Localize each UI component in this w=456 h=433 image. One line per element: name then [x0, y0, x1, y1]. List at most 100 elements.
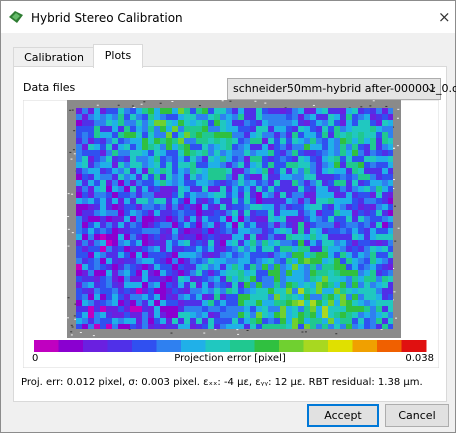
speckle — [70, 159, 72, 160]
heatmap-cell — [160, 198, 166, 204]
heatmap-cell — [280, 108, 286, 114]
heatmap-cell — [256, 144, 262, 150]
heatmap-cell — [256, 306, 262, 312]
heatmap-cell — [358, 270, 364, 276]
colorbar-segment — [279, 340, 304, 352]
heatmap-cell — [274, 210, 280, 216]
heatmap-cell — [310, 204, 316, 210]
heatmap-cell — [106, 312, 112, 318]
heatmap-cell — [208, 198, 214, 204]
heatmap-cell — [196, 294, 202, 300]
heatmap-cell — [214, 246, 220, 252]
heatmap-cell — [370, 192, 376, 198]
heatmap-cell — [124, 216, 130, 222]
heatmap-cell — [244, 126, 250, 132]
heatmap-cell — [358, 216, 364, 222]
heatmap-cell — [124, 144, 130, 150]
cancel-button[interactable]: Cancel — [385, 404, 449, 427]
heatmap-cell — [364, 294, 370, 300]
heatmap-cell — [112, 174, 118, 180]
heatmap-cell — [100, 252, 106, 258]
speckle — [73, 149, 75, 150]
heatmap-cell — [358, 192, 364, 198]
heatmap-cell — [244, 312, 250, 318]
heatmap-cell — [382, 156, 388, 162]
heatmap-cell — [106, 276, 112, 282]
heatmap-cell — [232, 264, 238, 270]
heatmap-cell — [316, 312, 322, 318]
heatmap-cell — [328, 300, 334, 306]
heatmap-cell — [232, 324, 238, 329]
heatmap-cell — [316, 270, 322, 276]
accept-button[interactable]: Accept — [307, 404, 379, 427]
heatmap-cell — [100, 222, 106, 228]
heatmap-cell — [364, 306, 370, 312]
heatmap-cell — [382, 318, 388, 324]
heatmap-cell — [100, 108, 106, 114]
heatmap-cell — [352, 252, 358, 258]
heatmap-cell — [238, 174, 244, 180]
heatmap-cell — [334, 270, 340, 276]
heatmap-cell — [382, 126, 388, 132]
heatmap-cell — [388, 150, 393, 156]
heatmap-cell — [292, 192, 298, 198]
heatmap-cell — [238, 204, 244, 210]
heatmap-cell — [292, 318, 298, 324]
speckle — [254, 101, 256, 102]
heatmap-cell — [346, 318, 352, 324]
heatmap-cell — [256, 126, 262, 132]
heatmap-cell — [280, 222, 286, 228]
heatmap-cell — [88, 132, 94, 138]
heatmap-cell — [232, 168, 238, 174]
colorbar-segment — [132, 340, 157, 352]
heatmap-cell — [76, 150, 82, 156]
heatmap-cell — [136, 288, 142, 294]
heatmap-cell — [106, 252, 112, 258]
heatmap-cell — [112, 312, 118, 318]
heatmap-cell — [82, 300, 88, 306]
heatmap-cell — [172, 258, 178, 264]
heatmap-cell — [280, 168, 286, 174]
heatmap-cell — [268, 288, 274, 294]
heatmap-cell — [214, 150, 220, 156]
heatmap-cell — [106, 174, 112, 180]
heatmap-cell — [274, 228, 280, 234]
heatmap-cell — [328, 246, 334, 252]
heatmap-cell — [226, 264, 232, 270]
heatmap-cell — [304, 324, 310, 329]
heatmap-cell — [184, 108, 190, 114]
heatmap-cell — [94, 288, 100, 294]
heatmap-cell — [298, 276, 304, 282]
heatmap-cell — [376, 264, 382, 270]
heatmap-cell — [376, 192, 382, 198]
heatmap-cell — [280, 204, 286, 210]
data-files-dropdown[interactable]: schneider50mm-hybrid after-000001_0.out — [227, 78, 441, 100]
heatmap-cell — [244, 120, 250, 126]
heatmap-cell — [94, 174, 100, 180]
heatmap-cell — [196, 174, 202, 180]
heatmap-cell — [334, 156, 340, 162]
heatmap-cell — [322, 288, 328, 294]
heatmap-cell — [202, 138, 208, 144]
heatmap-cell — [202, 294, 208, 300]
heatmap-cell — [292, 204, 298, 210]
heatmap-cell — [136, 312, 142, 318]
heatmap-cell — [352, 258, 358, 264]
heatmap-cell — [172, 210, 178, 216]
heatmap-cell — [118, 264, 124, 270]
heatmap-cell — [280, 294, 286, 300]
close-button[interactable]: × — [438, 8, 451, 26]
heatmap-cell — [316, 180, 322, 186]
heatmap-cell — [310, 306, 316, 312]
heatmap-cell — [304, 198, 310, 204]
heatmap-cell — [154, 192, 160, 198]
heatmap-cell — [202, 204, 208, 210]
tab-selected[interactable]: Plots — [93, 44, 143, 68]
heatmap-cell — [220, 300, 226, 306]
heatmap-cell — [292, 150, 298, 156]
heatmap-cell — [346, 180, 352, 186]
tab[interactable]: Calibration log — [13, 47, 95, 67]
heatmap-cell — [148, 294, 154, 300]
heatmap-cell — [184, 264, 190, 270]
heatmap-cell — [376, 258, 382, 264]
